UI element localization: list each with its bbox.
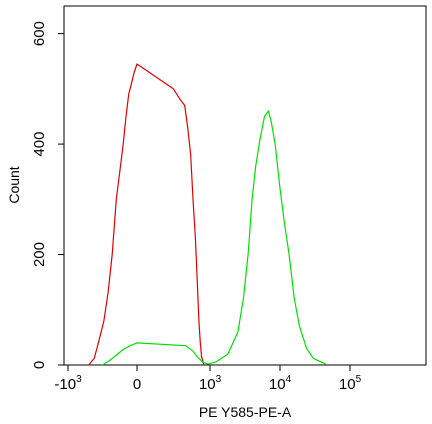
x-tick-label: 105 (339, 374, 362, 393)
series-green-line (102, 110, 326, 366)
x-tick-label: 103 (199, 374, 222, 393)
x-tick-label: -103 (54, 374, 82, 393)
x-axis-title: PE Y585-PE-A (199, 404, 292, 420)
x-tick-label: 0 (133, 376, 141, 393)
y-tick-label: 400 (31, 132, 48, 157)
series-red-line (88, 63, 205, 366)
ticks-layer: -103 0 103 104 105 0 200 400 600 (31, 21, 362, 393)
y-axis-title: Count (6, 166, 22, 203)
x-tick-label: 104 (269, 374, 292, 393)
y-tick-label: 600 (31, 21, 48, 46)
y-tick-label: 0 (31, 361, 48, 369)
series-layer (88, 63, 326, 366)
plot-frame (63, 5, 427, 366)
y-tick-label: 200 (31, 242, 48, 267)
